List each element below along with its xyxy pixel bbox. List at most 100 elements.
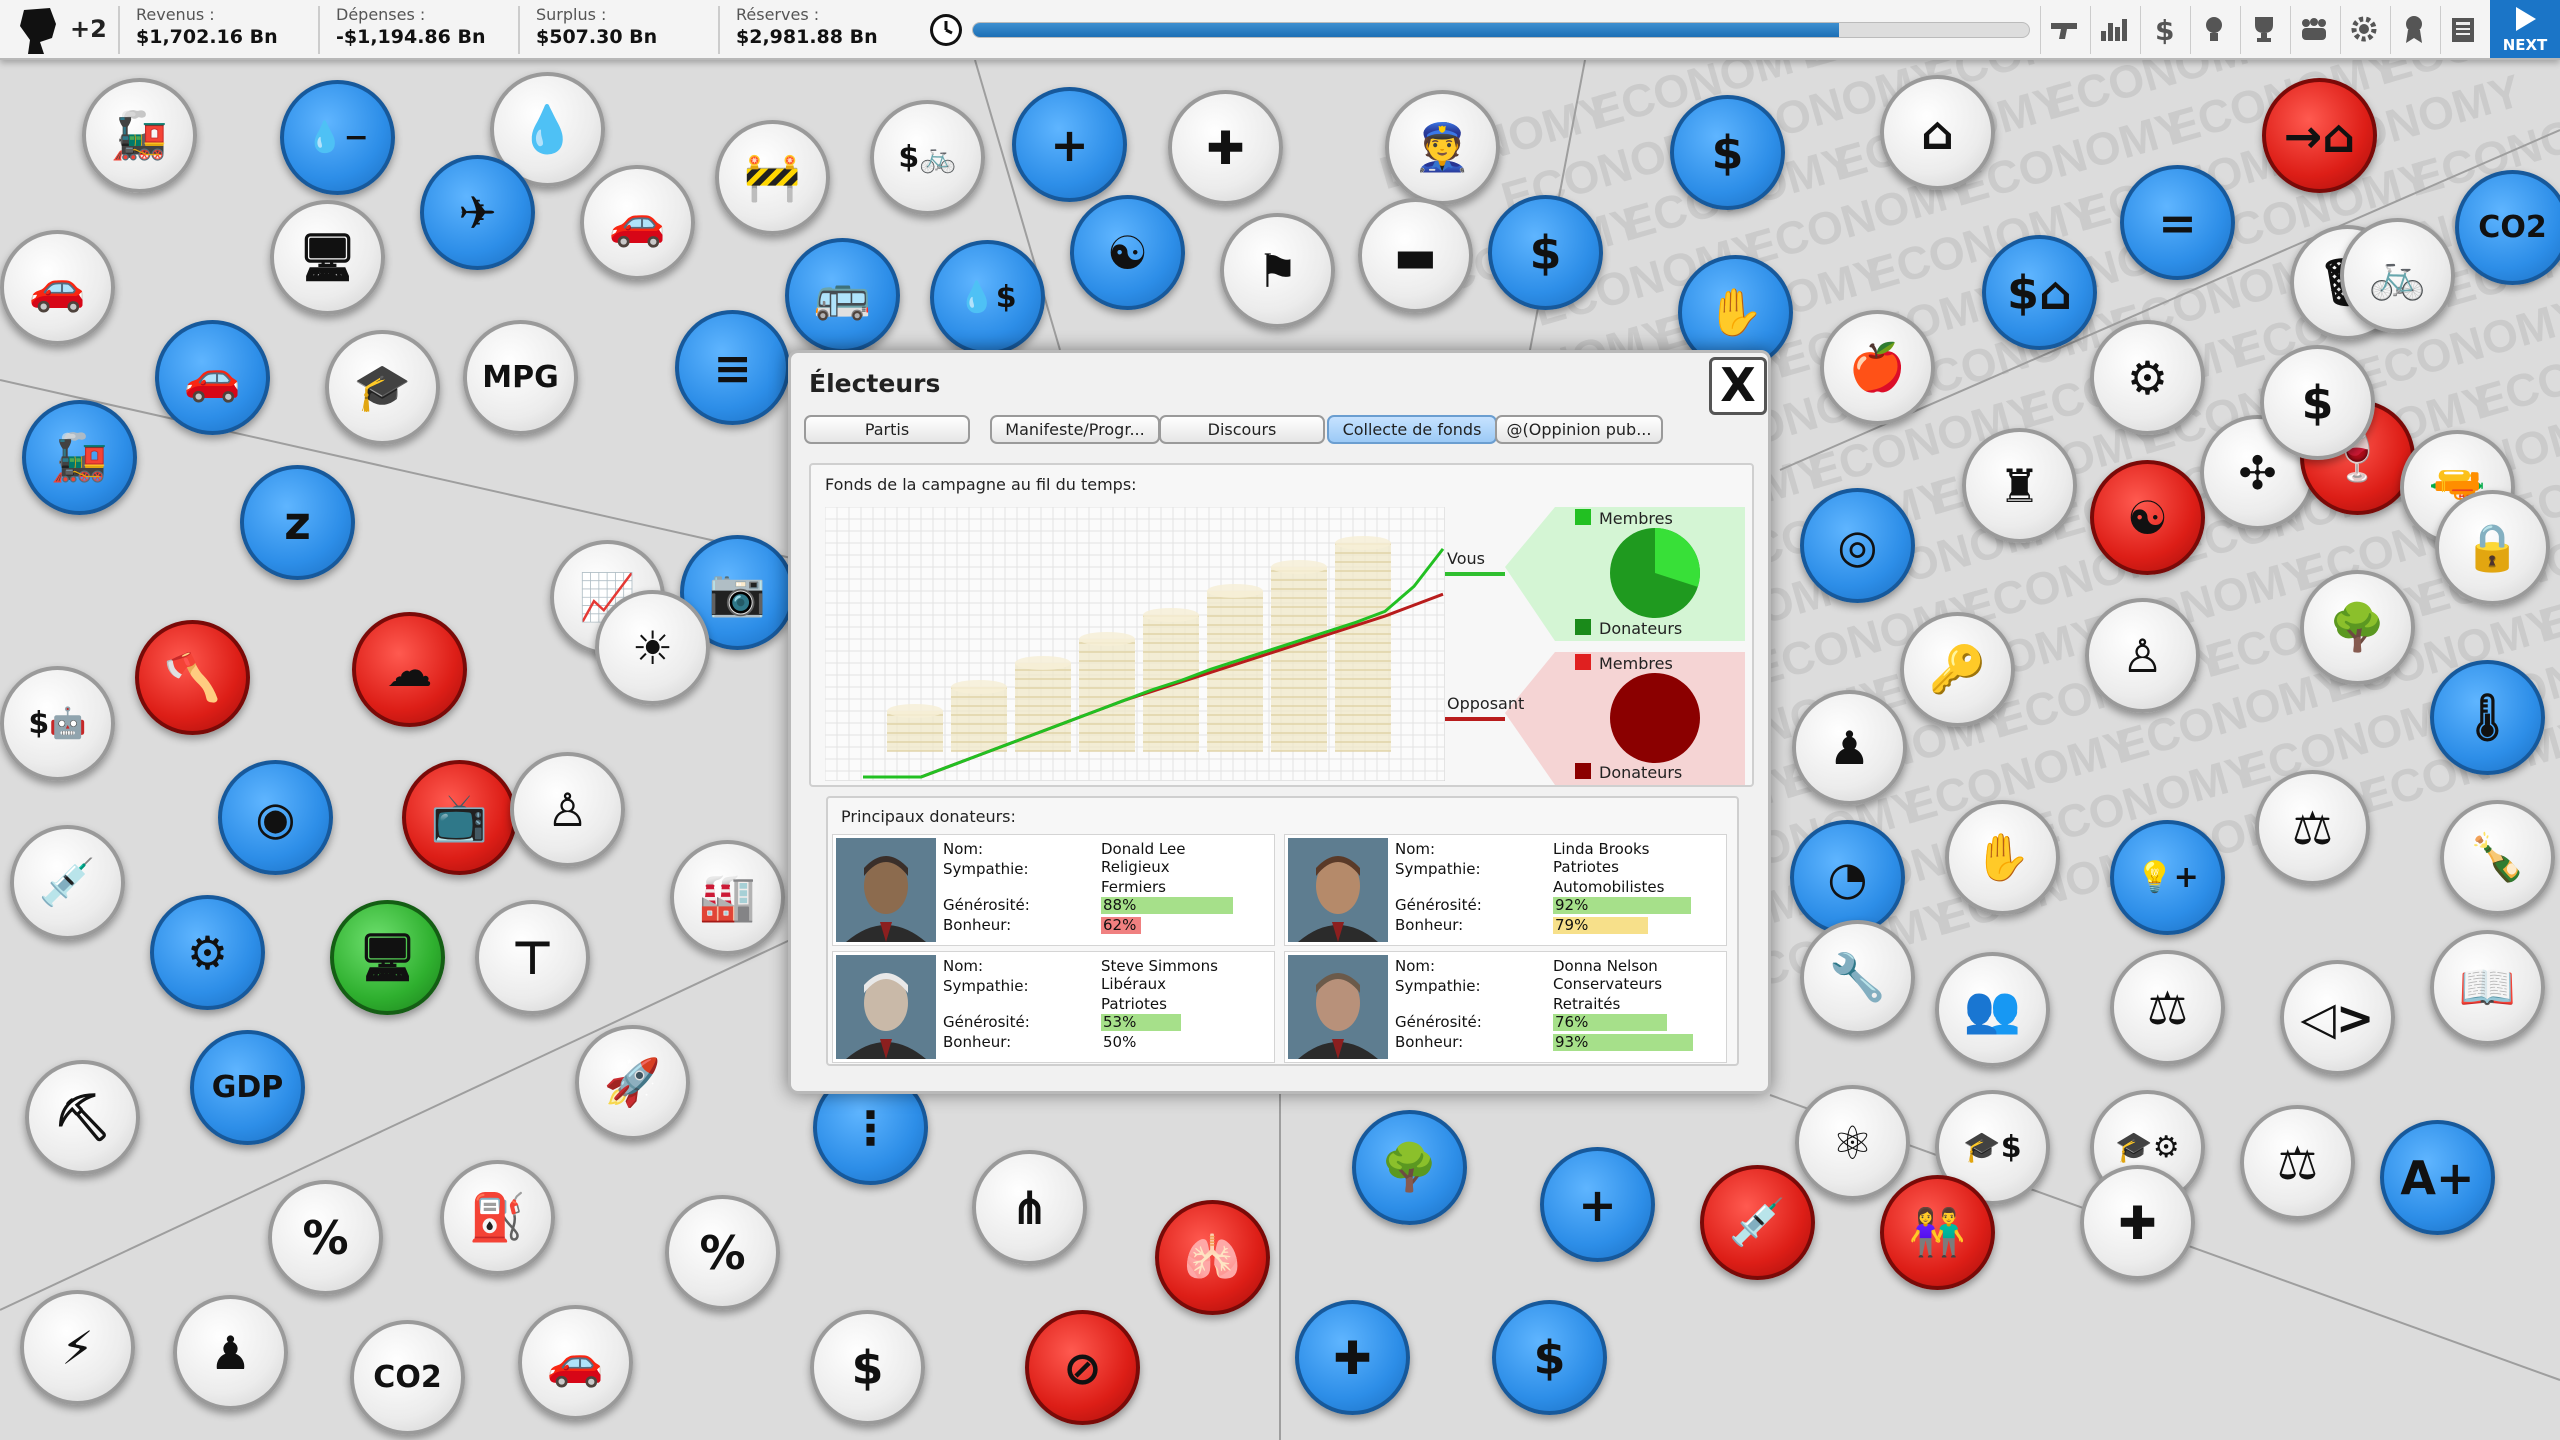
- bulb-plus-policy-bubble[interactable]: 💡+: [2110, 820, 2225, 935]
- trees-policy-bubble[interactable]: 🌳: [1352, 1110, 1467, 1225]
- house-person-policy-bubble[interactable]: ⌂: [1880, 75, 1995, 190]
- gdp-policy-bubble[interactable]: GDP: [190, 1030, 305, 1145]
- train-policy-bubble[interactable]: 🚂: [82, 78, 197, 193]
- no-dollar-policy-bubble[interactable]: $: [1670, 95, 1785, 210]
- family-car-policy-bubble[interactable]: 🚗: [580, 165, 695, 280]
- percent-policy-bubble[interactable]: %: [665, 1195, 780, 1310]
- sleep-policy-bubble[interactable]: z: [240, 465, 355, 580]
- key-door-policy-bubble[interactable]: 🔑: [1900, 612, 2015, 727]
- person-light-policy-bubble[interactable]: ☀: [595, 590, 710, 705]
- tab-3[interactable]: Collecte de fonds: [1327, 415, 1497, 444]
- atom-policy-bubble[interactable]: ⚛: [1795, 1085, 1910, 1200]
- tax-bag-policy-bubble[interactable]: %: [268, 1180, 383, 1295]
- school-bus-policy-bubble[interactable]: 🎓: [325, 330, 440, 445]
- pie-person-policy-bubble[interactable]: ◔: [1790, 820, 1905, 935]
- dollar-icon[interactable]: $: [2140, 6, 2186, 54]
- person-plus-policy-bubble[interactable]: +: [1012, 87, 1127, 202]
- computer-house-policy-bubble[interactable]: 🖥: [270, 200, 385, 315]
- tank-policy-bubble[interactable]: ▬: [1358, 198, 1473, 313]
- crowd-policy-bubble[interactable]: 👥: [1935, 952, 2050, 1067]
- crowd-cross-policy-bubble[interactable]: ✚: [2080, 1165, 2195, 1280]
- couple-policy-bubble[interactable]: 👫: [1880, 1175, 1995, 1290]
- judge-woman-policy-bubble[interactable]: ⚖: [2240, 1105, 2355, 1220]
- rain-policy-bubble[interactable]: 💧: [490, 72, 605, 187]
- tab-2[interactable]: Discours: [1159, 415, 1325, 444]
- dollar-house-policy-bubble[interactable]: $⌂: [1982, 235, 2097, 350]
- green-computer-policy-bubble[interactable]: 🖥: [330, 900, 445, 1015]
- coins-stack-policy-bubble[interactable]: ≡: [675, 310, 790, 425]
- rocket-policy-bubble[interactable]: 🚀: [575, 1025, 690, 1140]
- factory-policy-bubble[interactable]: 🏭: [670, 840, 785, 955]
- lock-houses-policy-bubble[interactable]: 🔒: [2435, 490, 2550, 605]
- coins-blue-policy-bubble[interactable]: ◎: [1800, 488, 1915, 603]
- equal-people-policy-bubble[interactable]: =: [2120, 165, 2235, 280]
- gear-icon[interactable]: [2340, 6, 2386, 54]
- fish-policy-bubble[interactable]: ◁>: [2280, 960, 2395, 1075]
- co2-top-policy-bubble[interactable]: CO2: [2455, 170, 2560, 285]
- co2-bottom-policy-bubble[interactable]: CO2: [350, 1320, 465, 1435]
- steam-train-policy-bubble[interactable]: 🚂: [22, 400, 137, 515]
- syringe-policy-bubble[interactable]: 💉: [10, 825, 125, 940]
- tools-policy-bubble[interactable]: 🔧: [1800, 920, 1915, 1035]
- ship-cross-policy-bubble[interactable]: ✚: [1168, 90, 1283, 205]
- coins-flat-policy-bubble[interactable]: ◉: [218, 760, 333, 875]
- tie-person-policy-bubble[interactable]: ♟: [173, 1295, 288, 1410]
- gear-screen-policy-bubble[interactable]: ⚙: [150, 895, 265, 1010]
- lightbulb-icon[interactable]: [2190, 6, 2236, 54]
- people-icon[interactable]: [2290, 6, 2336, 54]
- mpg-policy-bubble[interactable]: MPG: [463, 320, 578, 435]
- tv-hand-policy-bubble[interactable]: 📺: [402, 760, 517, 875]
- tab-1[interactable]: Manifeste/Progr...: [990, 415, 1160, 444]
- small-car-policy-bubble[interactable]: 🚗: [518, 1305, 633, 1420]
- report-a-policy-bubble[interactable]: A+: [2380, 1120, 2495, 1235]
- gear-hand-policy-bubble[interactable]: ⚙: [2090, 320, 2205, 435]
- trophy-icon[interactable]: [2240, 6, 2286, 54]
- person-arrow-house-policy-bubble[interactable]: →⌂: [2262, 78, 2377, 193]
- syringe-red-policy-bubble[interactable]: 💉: [1700, 1165, 1815, 1280]
- screen-bike-policy-bubble[interactable]: 🚲: [2340, 218, 2455, 333]
- close-button[interactable]: X: [1709, 357, 1767, 415]
- medical-people-policy-bubble[interactable]: ✚: [1295, 1300, 1410, 1415]
- newspaper-icon[interactable]: [2440, 6, 2486, 54]
- judge-crowd-policy-bubble[interactable]: ⚖: [2110, 950, 2225, 1065]
- gavel-policy-bubble[interactable]: ⚖: [2255, 770, 2370, 885]
- axe-robot-policy-bubble[interactable]: 🪓: [135, 620, 250, 735]
- gun-icon[interactable]: [2040, 6, 2086, 54]
- thermometer-policy-bubble[interactable]: 🌡: [2430, 660, 2545, 775]
- officer-policy-bubble[interactable]: ♟: [1792, 690, 1907, 805]
- traffic-officer-policy-bubble[interactable]: ♙: [510, 752, 625, 867]
- presentation-policy-bubble[interactable]: ⊤: [475, 900, 590, 1015]
- police-card-policy-bubble[interactable]: 👮: [1385, 90, 1500, 205]
- tab-4[interactable]: @(Oppinion pub...: [1495, 415, 1663, 444]
- no-car-policy-bubble[interactable]: ⊘: [1025, 1310, 1140, 1425]
- fuel-policy-bubble[interactable]: ⛽: [440, 1160, 555, 1275]
- hierarchy-policy-bubble[interactable]: ⋔: [972, 1150, 1087, 1265]
- bus-policy-bubble[interactable]: 🚌: [785, 238, 900, 353]
- next-turn-button[interactable]: NEXT: [2490, 0, 2560, 58]
- chart-icon[interactable]: [2090, 6, 2136, 54]
- pension-policy-bubble[interactable]: $: [1488, 195, 1603, 310]
- car-lightning-policy-bubble[interactable]: ⚡: [20, 1290, 135, 1405]
- person-plus-2-policy-bubble[interactable]: +: [1540, 1147, 1655, 1262]
- oil-drill-policy-bubble[interactable]: ⛏: [25, 1060, 140, 1175]
- dollar-school-policy-bubble[interactable]: $: [2260, 345, 2375, 460]
- cloud-policy-bubble[interactable]: ☁: [352, 612, 467, 727]
- oil-dollar-policy-bubble[interactable]: 💧$: [930, 240, 1045, 355]
- lungs-policy-bubble[interactable]: 🫁: [1155, 1200, 1270, 1315]
- water-minus-policy-bubble[interactable]: 💧−: [280, 80, 395, 195]
- car-blue-policy-bubble[interactable]: 🚗: [155, 320, 270, 435]
- oil-dollar-2-policy-bubble[interactable]: $: [1492, 1300, 1607, 1415]
- yin-yang-policy-bubble[interactable]: ☯: [1070, 195, 1185, 310]
- wine-bottle-policy-bubble[interactable]: 🍾: [2440, 800, 2555, 915]
- flag-grad-policy-bubble[interactable]: ⚑: [1220, 213, 1335, 328]
- tree-computer-policy-bubble[interactable]: 🌳: [2300, 570, 2415, 685]
- robot-dollar-policy-bubble[interactable]: $🤖: [0, 666, 115, 781]
- plane-policy-bubble[interactable]: ✈: [420, 155, 535, 270]
- electric-car-policy-bubble[interactable]: 🚗: [0, 230, 115, 345]
- book-policy-bubble[interactable]: 📖: [2430, 930, 2545, 1045]
- single-officer-policy-bubble[interactable]: ♙: [2085, 598, 2200, 713]
- coins-dollar-policy-bubble[interactable]: $: [810, 1310, 925, 1425]
- road-works-policy-bubble[interactable]: 🚧: [715, 120, 830, 235]
- people-hand-policy-bubble[interactable]: ✋: [1945, 800, 2060, 915]
- apple-policy-bubble[interactable]: 🍎: [1820, 310, 1935, 425]
